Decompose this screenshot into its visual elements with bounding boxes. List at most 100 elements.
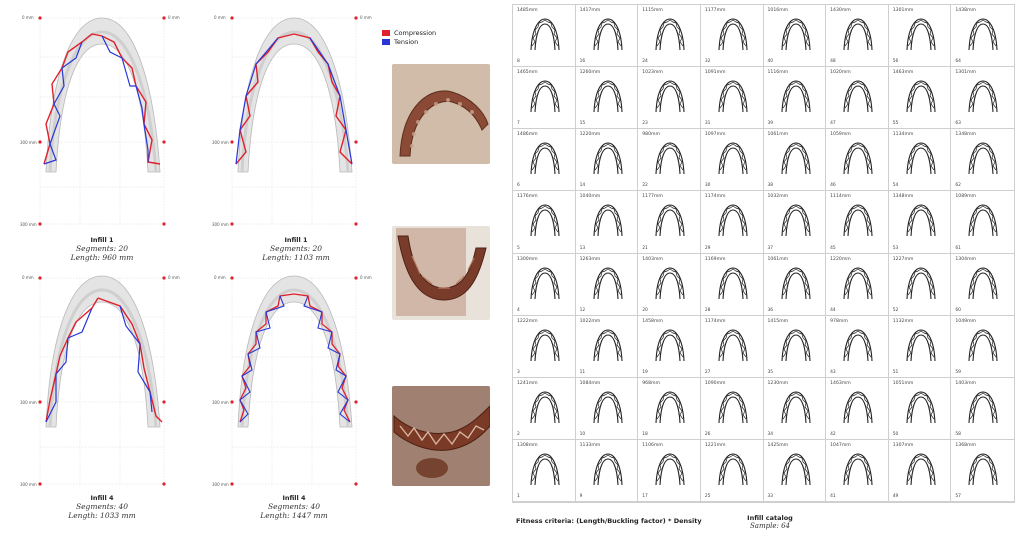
catalog-cell: 1174mm 29 xyxy=(700,191,764,254)
catalog-cell: 1049mm 59 xyxy=(951,316,1014,378)
cell-index: 56 xyxy=(892,59,899,65)
diagram-title: Infill 1 xyxy=(284,236,308,244)
infill-catalog-grid: 1485mm 8 1417mm 16 1115mm 24 1177mm 32 1016mm 40 1… xyxy=(512,4,1015,503)
cell-length: 1169mm xyxy=(704,256,726,262)
cell-length: 1348mm xyxy=(955,132,977,138)
diagram-segments: Segments: 40 xyxy=(267,502,321,511)
catalog-cell: 1040mm 13 xyxy=(575,191,639,254)
catalog-cell: 1304mm 60 xyxy=(951,254,1014,316)
catalog-cell: 1061mm 36 xyxy=(763,253,827,316)
cell-index: 24 xyxy=(642,59,648,65)
cell-index: 11 xyxy=(579,369,586,375)
cell-index: 20 xyxy=(642,307,648,313)
catalog-cell: 1169mm 28 xyxy=(700,253,764,316)
catalog-cell: 1301mm 56 xyxy=(888,5,952,68)
cell-index: 15 xyxy=(579,121,586,127)
catalog-cell: 1097mm 30 xyxy=(700,129,764,192)
cell-length: 1300mm xyxy=(517,256,538,262)
diagram-title: Infill 1 xyxy=(90,236,114,244)
cell-length: 1486mm xyxy=(517,132,538,138)
catalog-caption: Infill catalog Sample: 64 xyxy=(735,514,805,530)
catalog-cell: 1177mm 32 xyxy=(700,5,764,68)
cell-length: 1047mm xyxy=(830,442,851,448)
catalog-cell: 1177mm 21 xyxy=(638,191,701,254)
cell-index: 47 xyxy=(830,121,836,127)
cell-length: 1061mm xyxy=(767,132,789,138)
coord-label: 300 mm xyxy=(212,222,229,227)
cell-length: 1241mm xyxy=(517,380,538,386)
tension-swatch xyxy=(382,38,390,45)
cell-index: 12 xyxy=(579,307,586,313)
catalog-cell: 1425mm 33 xyxy=(763,439,827,502)
catalog-cell: 1047mm 41 xyxy=(826,439,889,502)
cell-index: 60 xyxy=(955,307,961,313)
cell-index: 53 xyxy=(892,245,899,251)
cell-length: 1485mm xyxy=(517,8,538,13)
cell-length: 1308mm xyxy=(517,442,538,448)
cell-index: 32 xyxy=(704,59,711,65)
cell-length: 1430mm xyxy=(830,8,851,13)
cell-length: 1032mm xyxy=(767,194,789,200)
cell-index: 29 xyxy=(704,245,711,251)
diagram-caption: Infill 4 Segments: 40 Length: 1447 mm xyxy=(204,494,384,520)
coord-label: 0 mm xyxy=(360,15,372,20)
legend-item-tension: Tension xyxy=(382,37,436,46)
cell-index: 37 xyxy=(767,245,774,251)
cell-length: 1260mm xyxy=(579,70,601,76)
compression-swatch xyxy=(382,29,390,36)
cell-length: 1304mm xyxy=(955,256,977,262)
catalog-cell: 1134mm 54 xyxy=(888,129,952,192)
catalog-cell: 1059mm 46 xyxy=(826,129,889,192)
coord-label: 0 mm xyxy=(360,275,372,280)
catalog-cell: 1132mm 51 xyxy=(888,315,952,378)
catalog-cell: 1020mm 47 xyxy=(826,67,889,130)
legend-label: Tension xyxy=(394,37,419,46)
cell-length: 1463mm xyxy=(830,380,851,386)
cell-length: 1116mm xyxy=(767,70,789,76)
cell-length: 1132mm xyxy=(892,318,914,324)
cell-index: 6 xyxy=(517,183,520,189)
cell-index: 45 xyxy=(830,245,836,251)
cell-index: 22 xyxy=(642,183,648,189)
cell-length: 1220mm xyxy=(579,132,601,138)
coord-label: 300 mm xyxy=(212,400,229,405)
arch-diagram-4 xyxy=(228,272,364,490)
diagram-title: Infill 4 xyxy=(90,494,114,502)
catalog-cell: 1115mm 24 xyxy=(638,5,701,68)
diagram-caption: Infill 4 Segments: 40 Length: 1033 mm xyxy=(12,494,192,520)
cell-length: 978mm xyxy=(830,318,848,324)
diagram-segments: Segments: 40 xyxy=(75,502,129,511)
catalog-cell: 1061mm 38 xyxy=(763,129,827,192)
cell-index: 57 xyxy=(955,494,961,499)
fitness-criteria: Fitness criteria: (Length/Buckling facto… xyxy=(516,517,702,525)
catalog-cell: 1084mm 10 xyxy=(575,377,639,440)
cell-length: 1348mm xyxy=(892,194,914,200)
cell-length: 1230mm xyxy=(767,380,789,386)
catalog-cell: 1301mm 63 xyxy=(951,67,1014,130)
cell-index: 35 xyxy=(767,369,774,375)
catalog-cell: 1415mm 35 xyxy=(763,315,827,378)
cell-length: 1222mm xyxy=(517,318,538,324)
catalog-cell: 1227mm 52 xyxy=(888,253,952,316)
cell-length: 1458mm xyxy=(642,318,663,324)
cell-index: 7 xyxy=(517,121,520,127)
catalog-cell: 1174mm 27 xyxy=(700,315,764,378)
catalog-cell: 1430mm 48 xyxy=(826,5,889,68)
cell-length: 1403mm xyxy=(955,380,977,386)
cell-length: 1040mm xyxy=(579,194,601,200)
catalog-cell: 1220mm 44 xyxy=(826,253,889,316)
cell-index: 46 xyxy=(830,183,836,189)
cell-index: 40 xyxy=(767,59,774,65)
cell-index: 52 xyxy=(892,307,899,313)
cell-index: 17 xyxy=(642,494,648,499)
cell-length: 1176mm xyxy=(517,194,538,200)
diagram-length: Length: 1103 mm xyxy=(262,253,330,262)
cell-index: 33 xyxy=(767,494,774,499)
cell-index: 19 xyxy=(642,369,648,375)
cell-index: 51 xyxy=(892,369,899,375)
cell-length: 1425mm xyxy=(767,442,789,448)
catalog-cell: 1438mm 64 xyxy=(951,5,1014,68)
cell-index: 63 xyxy=(955,121,961,127)
diagram-length: Length: 1033 mm xyxy=(68,511,136,520)
cell-index: 43 xyxy=(830,369,836,375)
